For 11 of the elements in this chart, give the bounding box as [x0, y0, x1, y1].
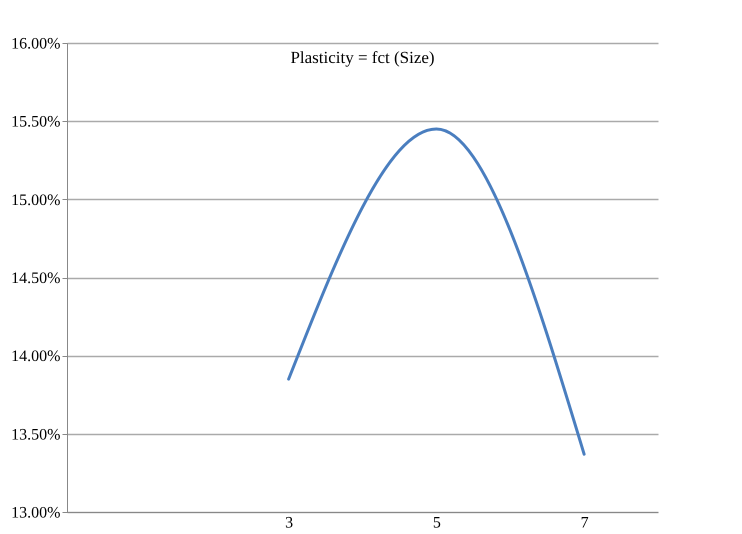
- y-tick-label: 16.00%: [11, 36, 60, 52]
- y-tick-label: 14.00%: [11, 348, 60, 366]
- x-tick-label: 7: [580, 514, 589, 532]
- y-tick-label: 13.50%: [11, 426, 60, 444]
- x-tick-label: 5: [432, 514, 441, 532]
- chart-title: Plasticity = fct (Size): [290, 48, 435, 67]
- y-tick-label: 13.00%: [11, 504, 60, 522]
- y-tick-label: 15.50%: [11, 114, 60, 131]
- x-tick-label: 3: [285, 514, 294, 532]
- y-tick-label: 14.50%: [11, 270, 60, 287]
- y-tick-label: 15.00%: [11, 192, 60, 209]
